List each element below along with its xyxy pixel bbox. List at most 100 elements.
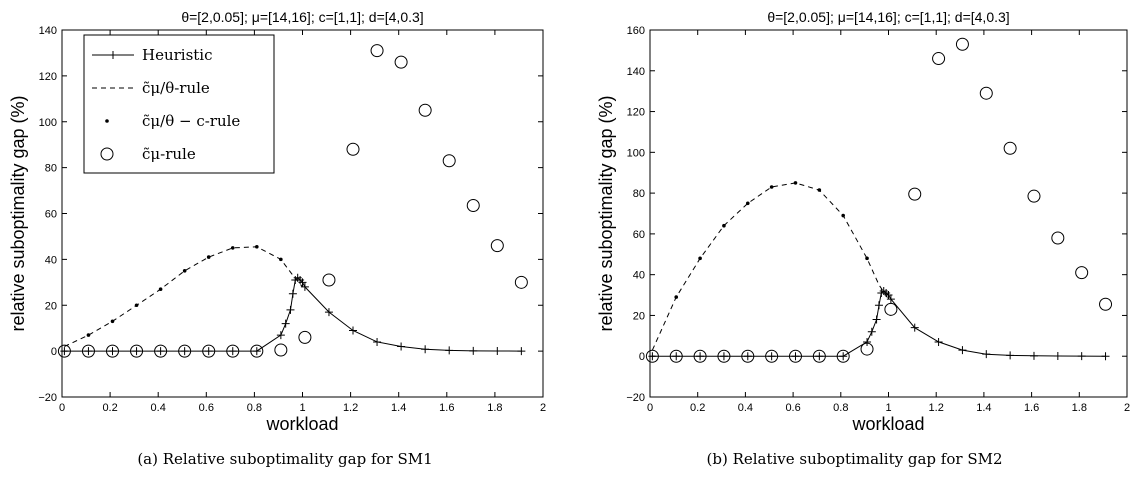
heuristic-plus-marker xyxy=(867,327,876,336)
dot-marker xyxy=(745,201,750,206)
heuristic-plus-marker xyxy=(839,352,848,361)
dot-marker xyxy=(769,185,774,189)
dot-marker xyxy=(206,255,211,259)
circle-marker xyxy=(226,344,240,358)
y-tick-label: 0 xyxy=(639,351,645,363)
legend-circle-marker xyxy=(100,147,114,161)
legend-label: Heuristic xyxy=(142,46,213,64)
heuristic-plus-marker xyxy=(872,315,881,324)
series-circles xyxy=(57,44,528,358)
circle-marker xyxy=(836,349,850,363)
heuristic-plus-marker xyxy=(469,346,478,355)
y-tick-label: 40 xyxy=(633,270,645,282)
circle-marker xyxy=(1027,189,1041,203)
heuristic-plus-marker xyxy=(648,352,657,361)
legend-label: c̃μ/θ − c-rule xyxy=(142,112,240,130)
circle-marker xyxy=(693,349,707,363)
heuristic-plus-marker xyxy=(863,337,872,346)
circle-marker xyxy=(1099,297,1113,311)
x-tick-label: 0.8 xyxy=(833,402,848,414)
x-tick-label: 0 xyxy=(647,402,653,414)
chart-panel-b: θ=[2,0.05]; μ=[14,16]; c=[1,1]; d=[4,0.3… xyxy=(570,0,1139,490)
heuristic-plus-marker xyxy=(228,347,237,356)
x-tick-label: 0.6 xyxy=(199,402,214,414)
circle-marker xyxy=(1075,266,1089,280)
heuristic-plus-marker xyxy=(493,347,502,356)
x-tick-label: 1 xyxy=(885,402,891,414)
y-tick-label: −20 xyxy=(38,392,57,404)
circle-marker xyxy=(932,52,946,66)
y-tick-label: 140 xyxy=(627,66,645,78)
heuristic-plus-marker xyxy=(84,347,93,356)
y-axis-label: relative suboptimality gap (%) xyxy=(8,95,28,331)
heuristic-plus-marker xyxy=(108,347,117,356)
y-tick-label: 20 xyxy=(633,310,645,322)
circle-marker xyxy=(741,349,755,363)
dot-marker xyxy=(86,333,91,337)
heuristic-plus-marker xyxy=(886,295,895,304)
heuristic-plus-marker xyxy=(672,352,681,361)
circle-marker xyxy=(178,344,192,358)
circle-marker xyxy=(57,344,71,358)
circle-marker xyxy=(154,344,168,358)
legend-label: c̃μ/θ-rule xyxy=(142,79,210,97)
x-tick-label: 0 xyxy=(59,402,65,414)
dot-marker xyxy=(793,181,798,185)
series-dashed xyxy=(64,246,303,347)
circle-marker xyxy=(346,142,360,156)
heuristic-plus-marker xyxy=(252,347,261,356)
dot-marker xyxy=(722,223,726,228)
heuristic-plus-marker xyxy=(204,347,213,356)
y-tick-label: 100 xyxy=(39,117,57,129)
dot-marker xyxy=(698,256,702,261)
circle-marker xyxy=(765,349,779,363)
circle-marker xyxy=(250,344,264,358)
heuristic-plus-marker xyxy=(767,352,776,361)
heuristic-plus-marker xyxy=(397,342,406,351)
x-tick-label: 0.2 xyxy=(102,402,117,414)
heuristic-plus-marker xyxy=(324,308,333,317)
y-axis-label: relative suboptimality gap (%) xyxy=(596,95,616,331)
series-dots xyxy=(86,244,283,337)
legend-dot-marker xyxy=(105,119,109,123)
x-tick-label: 1.4 xyxy=(976,402,991,414)
series-solid-plus xyxy=(648,286,1110,361)
heuristic-plus-marker xyxy=(1006,351,1015,360)
y-tick-label: 20 xyxy=(45,300,57,312)
circle-marker xyxy=(788,349,802,363)
circle-marker xyxy=(130,344,144,358)
y-tick-label: 80 xyxy=(45,163,57,175)
dot-marker xyxy=(279,257,283,262)
circle-marker xyxy=(645,349,659,363)
dashed-line xyxy=(64,246,303,347)
circle-marker xyxy=(202,344,216,358)
dot-marker xyxy=(817,188,822,192)
x-tick-label: 0.4 xyxy=(151,402,166,414)
x-tick-label: 0.6 xyxy=(785,402,800,414)
circle-marker xyxy=(274,343,288,357)
legend-plus-marker xyxy=(109,51,117,59)
x-tick-label: 1.4 xyxy=(391,402,406,414)
y-tick-label: 120 xyxy=(39,71,57,83)
circle-marker xyxy=(669,349,683,363)
caption-a: (a) Relative suboptimality gap for SM1 xyxy=(137,450,433,468)
dashed-line xyxy=(651,182,889,351)
heuristic-plus-marker xyxy=(421,345,430,354)
plot-frame xyxy=(649,29,1128,398)
heuristic-plus-marker xyxy=(815,352,824,361)
heuristic-plus-marker xyxy=(445,346,454,355)
x-tick-label: 1 xyxy=(299,402,305,414)
caption-b: (b) Relative suboptimality gap for SM2 xyxy=(706,450,1003,468)
chart-panel-a: θ=[2,0.05]; μ=[14,16]; c=[1,1]; d=[4,0.3… xyxy=(8,9,546,468)
dot-marker xyxy=(134,303,139,308)
x-tick-label: 1.6 xyxy=(439,402,454,414)
x-tick-label: 0.2 xyxy=(690,402,705,414)
x-axis-label: workload xyxy=(265,414,338,434)
heuristic-plus-marker xyxy=(60,347,69,356)
circle-marker xyxy=(81,344,95,358)
circle-marker xyxy=(442,154,456,168)
heuristic-plus-marker xyxy=(288,289,297,298)
x-tick-label: 2 xyxy=(540,402,546,414)
heuristic-plus-marker xyxy=(281,319,290,328)
heuristic-plus-marker xyxy=(132,347,141,356)
